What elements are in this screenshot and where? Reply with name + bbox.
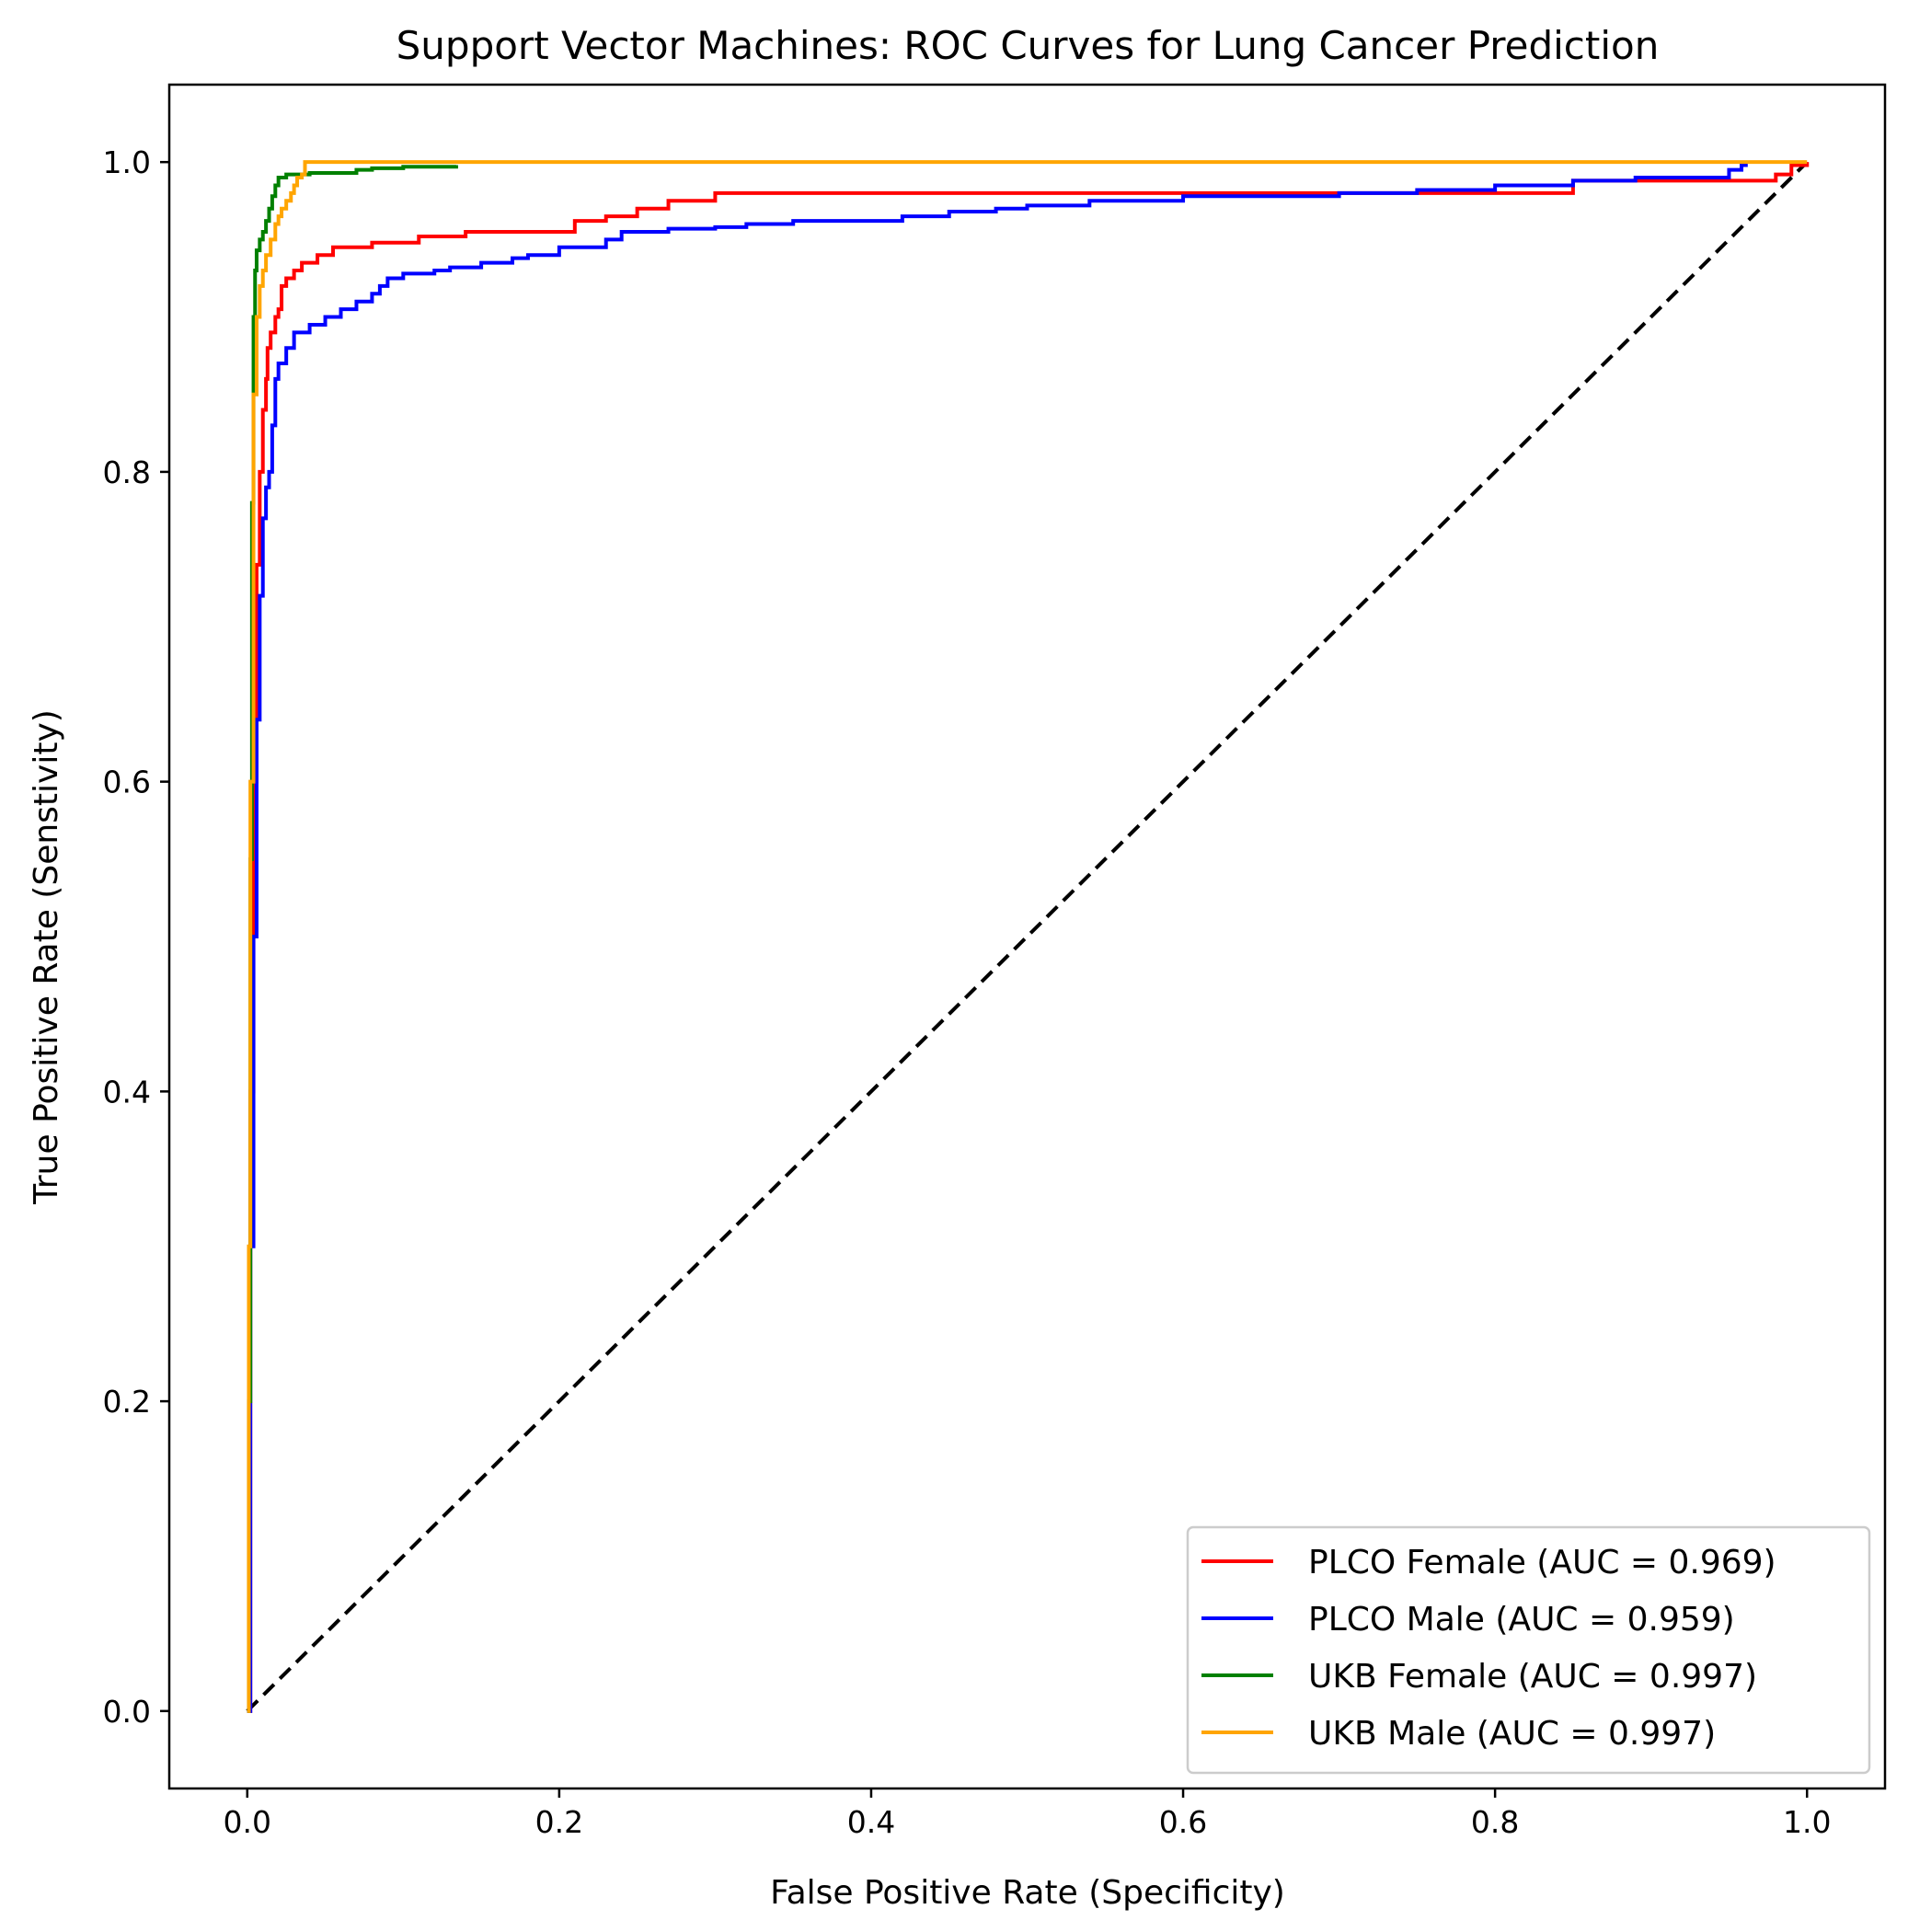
series-line-3 xyxy=(247,160,1808,1713)
legend-label-3: UKB Male (AUC = 0.997) xyxy=(1308,1715,1716,1753)
y-tick-label: 0.4 xyxy=(103,1074,151,1110)
y-tick-label: 0.0 xyxy=(103,1694,151,1730)
series-line-0 xyxy=(247,162,1810,1713)
legend-label-0: PLCO Female (AUC = 0.969) xyxy=(1308,1544,1776,1581)
x-tick-label: 0.4 xyxy=(847,1804,895,1840)
chart-title: Support Vector Machines: ROC Curves for … xyxy=(397,23,1660,68)
legend: PLCO Female (AUC = 0.969) PLCO Male (AUC … xyxy=(1186,1525,1871,1775)
y-tick-label: 0.2 xyxy=(103,1384,151,1420)
x-axis-label: False Positive Rate (Specificity) xyxy=(770,1874,1285,1912)
legend-box xyxy=(1186,1525,1871,1775)
x-tick-label: 1.0 xyxy=(1783,1804,1831,1840)
x-tick-label: 0.2 xyxy=(535,1804,583,1840)
plot-area xyxy=(246,160,1810,1713)
series-line-1 xyxy=(247,163,1748,1713)
x-tick-label: 0.8 xyxy=(1471,1804,1519,1840)
legend-label-2: UKB Female (AUC = 0.997) xyxy=(1308,1658,1757,1696)
x-axis-ticks: 0.0 0.2 0.4 0.6 0.8 1.0 xyxy=(224,1788,1831,1840)
y-tick-label: 0.8 xyxy=(103,454,151,490)
y-tick-label: 1.0 xyxy=(103,144,151,180)
x-tick-label: 0.0 xyxy=(224,1804,271,1840)
axes-frame xyxy=(167,83,1887,1790)
y-axis-label: True Positive Rate (Senstivity) xyxy=(28,709,65,1205)
legend-label-1: PLCO Male (AUC = 0.959) xyxy=(1308,1601,1735,1639)
x-tick-label: 0.6 xyxy=(1159,1804,1207,1840)
y-tick-label: 0.6 xyxy=(103,765,151,800)
y-axis-ticks: 0.0 0.2 0.4 0.6 0.8 1.0 xyxy=(103,144,169,1730)
